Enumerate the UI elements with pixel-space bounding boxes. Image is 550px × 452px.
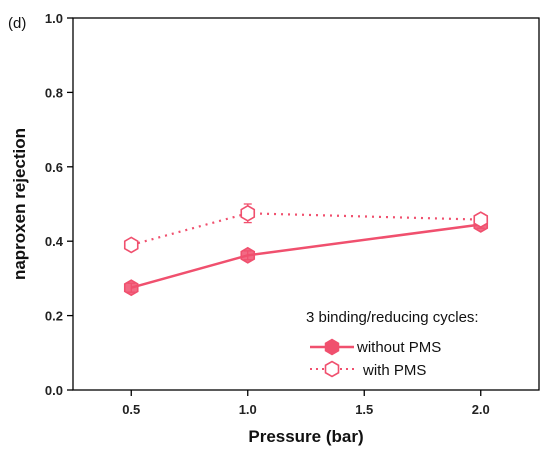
- data-point: [473, 211, 489, 229]
- x-tick-label: 1.0: [239, 402, 257, 417]
- x-tick-label: 2.0: [472, 402, 490, 417]
- legend-marker-without-pms: [324, 338, 340, 356]
- y-tick-label: 0.8: [45, 85, 63, 100]
- x-tick-label: 0.5: [122, 402, 140, 417]
- data-point: [123, 279, 139, 297]
- legend-label-with-pms: with PMS: [362, 362, 426, 379]
- legend-marker-with-pms: [324, 360, 340, 378]
- series-line-1: [130, 212, 481, 246]
- legend-item-with-pms: with PMS: [310, 360, 426, 379]
- data-point: [240, 246, 256, 264]
- y-tick-label: 1.0: [45, 11, 63, 26]
- legend-item-without-pms: without PMS: [310, 338, 441, 356]
- panel-label: (d): [8, 15, 26, 32]
- y-tick-label: 0.4: [45, 234, 64, 249]
- plot-frame: [72, 17, 540, 391]
- data-point: [240, 204, 256, 222]
- series-line-0: [130, 223, 481, 289]
- data-point: [123, 236, 139, 254]
- legend: 3 binding/reducing cycles: without PMS w…: [306, 309, 479, 379]
- y-tick-label: 0.0: [45, 383, 63, 398]
- y-axis-title: naproxen rejection: [10, 128, 29, 280]
- series-layer: [123, 203, 489, 297]
- x-axis-title: Pressure (bar): [248, 427, 363, 446]
- legend-title: 3 binding/reducing cycles:: [306, 309, 479, 326]
- legend-label-without-pms: without PMS: [356, 339, 441, 356]
- y-tick-label: 0.6: [45, 160, 63, 175]
- ticks-layer: 0.0 0.2 0.4 0.6 0.8 1.0 0.5 1.0 1.5 2.0: [45, 11, 490, 417]
- x-tick-label: 1.5: [355, 402, 373, 417]
- y-tick-label: 0.2: [45, 309, 63, 324]
